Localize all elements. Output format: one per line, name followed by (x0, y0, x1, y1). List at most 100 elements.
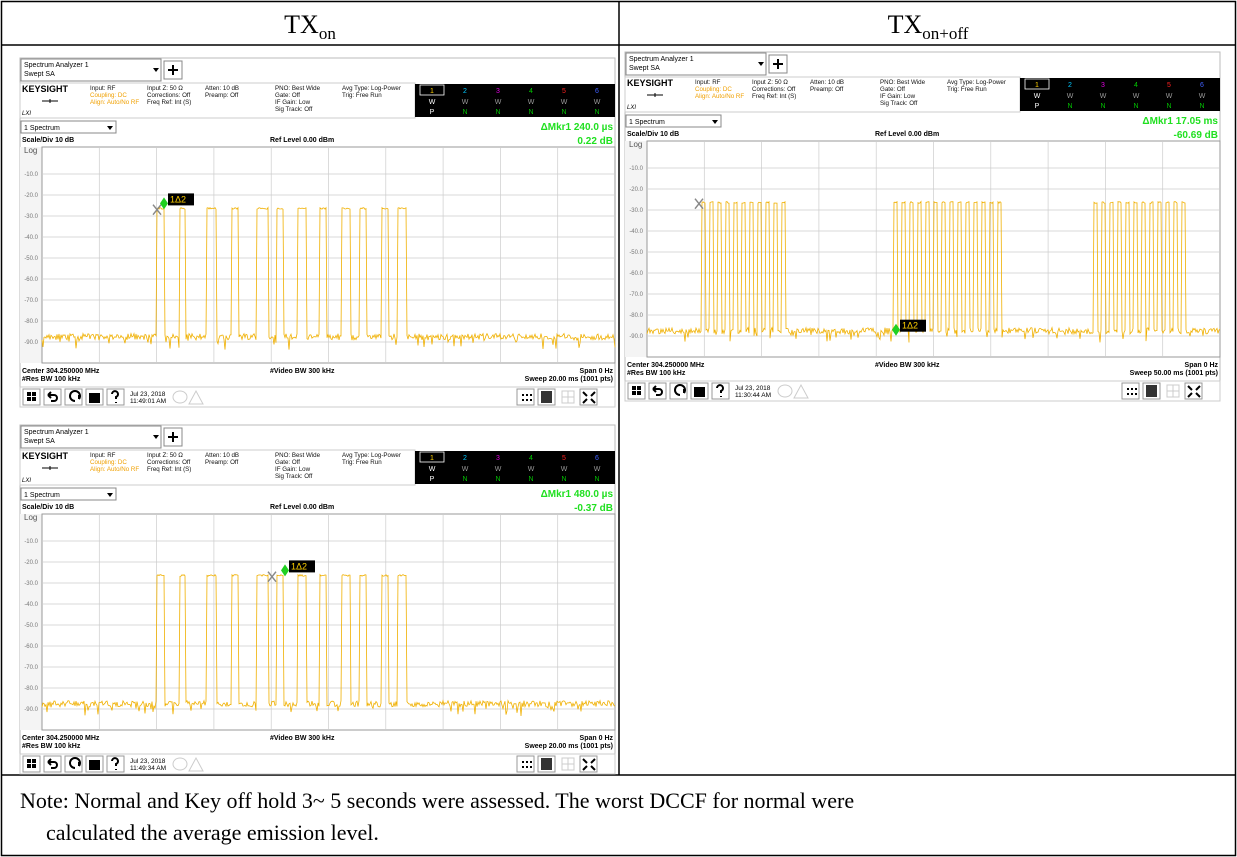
setting: Corrections: Off (147, 92, 190, 99)
detector: N (528, 476, 533, 483)
dropdown-arrow (153, 68, 159, 72)
time: 11:30:44 AM (735, 392, 771, 399)
setting: Freq Ref: Int (S) (752, 93, 796, 100)
windows-button[interactable] (627, 382, 646, 400)
app-selector[interactable] (20, 425, 162, 449)
setting: Sig Track: Off (275, 473, 313, 480)
setting: Trig: Free Run (342, 92, 382, 99)
setting: PNO: Best Wide (275, 85, 321, 92)
setting: Sig Track: Off (880, 100, 918, 107)
input-icon (42, 99, 58, 103)
trace-number: 6 (595, 455, 599, 462)
info-bar (19, 82, 416, 119)
layout-button[interactable] (516, 388, 535, 406)
windows-button-icon (27, 392, 36, 401)
setting: PNO: Best Wide (880, 79, 926, 86)
setting: Atten: 10 dB (205, 85, 239, 92)
windows-button[interactable] (22, 755, 41, 773)
setting: Avg Type: Log-Power (342, 85, 401, 92)
grid-icon (1166, 384, 1180, 398)
view-selector[interactable] (625, 114, 722, 128)
plus (168, 65, 178, 75)
layout-button[interactable] (1121, 382, 1140, 400)
undo-button[interactable] (43, 755, 62, 773)
marker-label: 1Δ2 (291, 561, 307, 571)
scale-div: Scale/Div 10 dB (627, 131, 679, 138)
setting: Avg Type: Log-Power (947, 79, 1006, 86)
detector: P (430, 109, 435, 116)
marker-value: -60.69 dB (1174, 130, 1218, 141)
lxi: LXI (627, 105, 636, 111)
y-tick-label: -80.0 (24, 319, 38, 325)
trace (41, 206, 616, 350)
delta-marker (281, 564, 289, 577)
marker-readout: ΔMkr1 17.05 ms (1142, 116, 1218, 127)
plus (168, 432, 178, 442)
undo-button-icon (652, 385, 663, 396)
y-tick-label: -90.0 (629, 334, 643, 340)
undo-button[interactable] (648, 382, 667, 400)
app-selector[interactable] (625, 52, 767, 76)
triangle-icon (188, 389, 204, 405)
setting: Input: RF (90, 85, 116, 92)
sweep: Sweep 50.00 ms (1001 pts) (1130, 370, 1218, 377)
setting: Gate: Off (275, 92, 300, 99)
detector: N (495, 109, 500, 116)
setting: Atten: 10 dB (810, 79, 844, 86)
undo-button-icon (47, 391, 58, 402)
bubble-icon (172, 757, 188, 771)
help-button-icon (716, 384, 724, 397)
trace-number: 3 (1101, 82, 1105, 89)
trace-number: 1 (430, 88, 434, 95)
setting: Coupling: DC (90, 92, 127, 99)
y-tick-label: -70.0 (24, 298, 38, 304)
layout-button-icon (522, 761, 532, 768)
undo-button[interactable] (43, 388, 62, 406)
marker-readout: ΔMkr1 480.0 µs (541, 489, 614, 500)
brand: KEYSIGHT (22, 451, 69, 461)
help-button-icon (111, 757, 119, 770)
detector: P (430, 476, 435, 483)
y-tick-label: -10.0 (629, 166, 643, 172)
y-tick-label: -20.0 (24, 560, 38, 566)
view-selector[interactable] (20, 120, 117, 134)
triangle-icon (188, 756, 204, 772)
view-selector[interactable] (20, 487, 117, 501)
y-tick-label: -30.0 (24, 214, 38, 220)
marker-readout: ΔMkr1 240.0 µs (541, 122, 614, 133)
setting: Align: Auto/No RF (90, 466, 139, 473)
y-tick-label: -80.0 (24, 686, 38, 692)
windows-button[interactable] (22, 388, 41, 406)
layout-button[interactable] (516, 755, 535, 773)
setting: Align: Auto/No RF (695, 93, 744, 100)
y-tick-label: -20.0 (629, 187, 643, 193)
time: 11:49:34 AM (130, 765, 166, 772)
detector: N (528, 109, 533, 116)
y-tick-label: -40.0 (24, 602, 38, 608)
trace-type: W (1100, 93, 1107, 100)
sweep: Sweep 20.00 ms (1001 pts) (525, 376, 613, 383)
trace-active (419, 451, 445, 463)
setting: Input: RF (90, 452, 116, 459)
y-tick-label: -50.0 (629, 250, 643, 256)
setting: Corrections: Off (147, 459, 190, 466)
time: 11:49:01 AM (130, 398, 166, 405)
app-selector[interactable] (20, 58, 162, 82)
input-icon (42, 466, 58, 470)
mode-name: Swept SA (24, 438, 55, 445)
help-button-icon (111, 390, 119, 403)
setting: IF Gain: Low (275, 99, 311, 106)
trace-table (415, 84, 615, 117)
y-tick-label: -30.0 (629, 208, 643, 214)
trace-number: 6 (595, 88, 599, 95)
file-button-icon (89, 393, 100, 403)
touch-button-icon (541, 391, 552, 403)
setting: Sig Track: Off (275, 106, 313, 113)
redo-button-icon (69, 757, 81, 769)
y-tick-label: -50.0 (24, 623, 38, 629)
log-label: Log (24, 513, 37, 522)
setting: Gate: Off (880, 86, 905, 93)
sweep: Sweep 20.00 ms (1001 pts) (525, 743, 613, 750)
app-name: Spectrum Analyzer 1 (24, 62, 89, 69)
